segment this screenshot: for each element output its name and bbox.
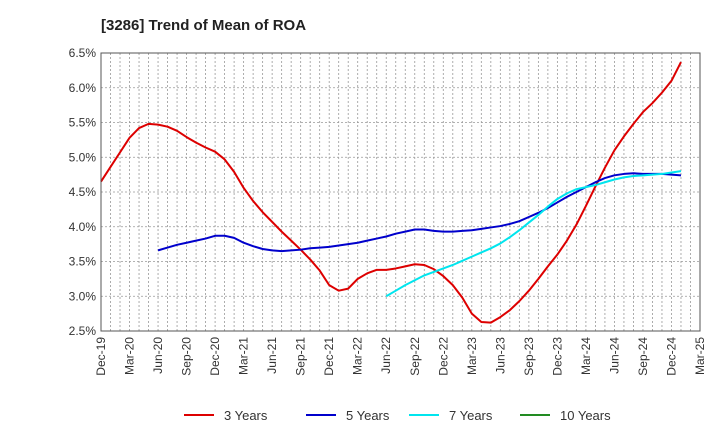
x-axis-ticks: Dec-19 Mar-20 Jun-20 Sep-20 Dec-20 Mar-21 Jun-… [94, 337, 707, 376]
x-tick-label: Dec-22 [436, 337, 450, 376]
x-tick-label: Dec-19 [94, 337, 108, 376]
legend-label: 7 Years [449, 408, 493, 423]
x-tick-label: Sep-23 [522, 337, 536, 376]
grid [101, 52, 700, 332]
legend: 3 Years 5 Years 7 Years 10 Years [184, 408, 611, 423]
x-tick-label: Mar-23 [465, 337, 479, 375]
series-line-7-years [385, 170, 682, 298]
x-tick-label: Sep-21 [294, 337, 308, 376]
series-lines [100, 61, 682, 324]
x-tick-label: Sep-20 [180, 337, 194, 376]
x-tick-label: Jun-22 [379, 337, 393, 374]
series-line-3-years [100, 61, 682, 324]
x-tick-label: Mar-21 [237, 337, 251, 375]
y-tick-label: 4.5% [69, 185, 97, 199]
y-tick-label: 5.5% [69, 116, 97, 130]
y-tick-label: 4.0% [69, 220, 97, 234]
x-tick-label: Dec-20 [208, 337, 222, 376]
x-tick-label: Jun-23 [493, 337, 507, 374]
x-tick-label: Sep-24 [636, 337, 650, 376]
x-tick-label: Mar-20 [123, 337, 137, 375]
y-tick-label: 3.5% [69, 255, 97, 269]
legend-label: 5 Years [346, 408, 390, 423]
y-tick-label: 6.5% [69, 46, 97, 60]
legend-label: 3 Years [224, 408, 268, 423]
x-tick-label: Mar-24 [579, 337, 593, 375]
series-line-5-years [157, 172, 682, 253]
y-tick-label: 3.0% [69, 289, 97, 303]
x-tick-label: Dec-23 [550, 337, 564, 376]
y-axis-ticks: 2.5% 3.0% 3.5% 4.0% 4.5% 5.0% 5.5% 6.0% 6.5% [69, 46, 97, 338]
x-tick-label: Mar-25 [693, 337, 707, 375]
x-tick-label: Jun-21 [265, 337, 279, 374]
y-tick-label: 2.5% [69, 324, 97, 338]
x-tick-label: Jun-20 [151, 337, 165, 374]
x-tick-label: Dec-24 [664, 337, 678, 376]
y-tick-label: 6.0% [69, 81, 97, 95]
x-tick-label: Sep-22 [408, 337, 422, 376]
chart-title: [3286] Trend of Mean of ROA [101, 17, 306, 34]
x-tick-label: Mar-22 [351, 337, 365, 375]
legend-label: 10 Years [560, 408, 611, 423]
y-tick-label: 5.0% [69, 150, 97, 164]
x-tick-label: Dec-21 [322, 337, 336, 376]
plot-area-frame [100, 52, 701, 332]
x-tick-label: Jun-24 [607, 337, 621, 374]
